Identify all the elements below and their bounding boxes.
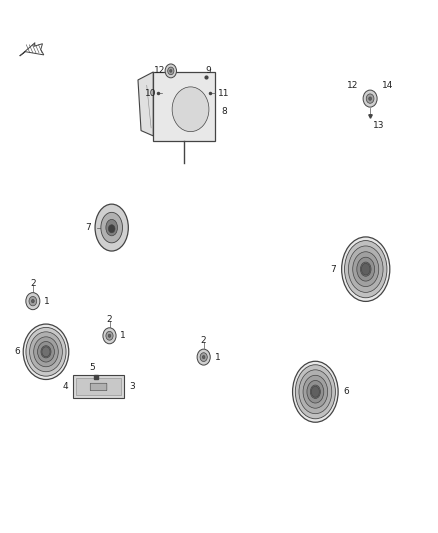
Circle shape <box>202 356 205 359</box>
Circle shape <box>41 346 51 358</box>
Circle shape <box>200 353 207 361</box>
Text: 12: 12 <box>154 67 166 75</box>
FancyBboxPatch shape <box>76 378 121 395</box>
Text: 4: 4 <box>63 382 68 391</box>
Circle shape <box>172 87 209 132</box>
Ellipse shape <box>299 370 332 414</box>
Circle shape <box>185 102 196 116</box>
Circle shape <box>197 349 210 365</box>
Circle shape <box>108 334 111 337</box>
Ellipse shape <box>342 237 390 302</box>
Ellipse shape <box>357 257 374 281</box>
Circle shape <box>165 64 177 78</box>
Text: 2: 2 <box>30 279 35 287</box>
Circle shape <box>23 324 69 379</box>
Text: 6: 6 <box>14 348 21 356</box>
Circle shape <box>106 332 113 340</box>
Ellipse shape <box>293 361 338 422</box>
Text: 1: 1 <box>120 332 126 340</box>
Text: 9: 9 <box>205 67 211 75</box>
Polygon shape <box>20 43 44 56</box>
Text: 7: 7 <box>330 265 336 273</box>
Circle shape <box>30 332 62 372</box>
Text: 2: 2 <box>201 336 206 345</box>
Circle shape <box>181 98 200 120</box>
Text: 1: 1 <box>44 297 49 305</box>
Circle shape <box>26 327 66 376</box>
Text: 14: 14 <box>382 81 393 90</box>
Ellipse shape <box>311 385 320 399</box>
Ellipse shape <box>345 240 387 298</box>
Circle shape <box>168 67 174 75</box>
Circle shape <box>188 106 193 112</box>
FancyBboxPatch shape <box>153 72 215 141</box>
Circle shape <box>108 225 115 233</box>
Text: 13: 13 <box>373 121 385 130</box>
Text: 5: 5 <box>89 364 95 372</box>
Circle shape <box>103 328 116 344</box>
Ellipse shape <box>311 386 319 397</box>
Circle shape <box>29 296 37 306</box>
Polygon shape <box>138 72 153 136</box>
Ellipse shape <box>361 263 370 275</box>
Text: 2: 2 <box>107 315 112 324</box>
Text: 10: 10 <box>145 89 156 98</box>
Ellipse shape <box>295 365 336 419</box>
Circle shape <box>177 93 204 126</box>
FancyBboxPatch shape <box>90 383 107 391</box>
Circle shape <box>34 337 58 367</box>
Circle shape <box>369 97 371 100</box>
Text: 8: 8 <box>221 108 227 116</box>
Ellipse shape <box>353 252 379 287</box>
Ellipse shape <box>348 246 383 293</box>
Circle shape <box>38 342 54 362</box>
Circle shape <box>170 69 172 72</box>
FancyBboxPatch shape <box>74 375 124 398</box>
Ellipse shape <box>307 381 324 403</box>
Ellipse shape <box>101 212 123 243</box>
Circle shape <box>32 300 34 303</box>
Text: 6: 6 <box>344 387 350 396</box>
Text: 1: 1 <box>215 353 220 361</box>
Text: 12: 12 <box>347 81 358 90</box>
Text: 3: 3 <box>129 382 135 391</box>
Ellipse shape <box>360 262 371 276</box>
Ellipse shape <box>303 375 328 408</box>
Text: 7: 7 <box>85 223 91 232</box>
Circle shape <box>363 90 377 107</box>
Circle shape <box>366 94 374 103</box>
Circle shape <box>26 293 40 310</box>
Ellipse shape <box>95 204 128 251</box>
Ellipse shape <box>106 220 117 236</box>
Circle shape <box>42 347 50 357</box>
Text: 11: 11 <box>218 89 229 98</box>
